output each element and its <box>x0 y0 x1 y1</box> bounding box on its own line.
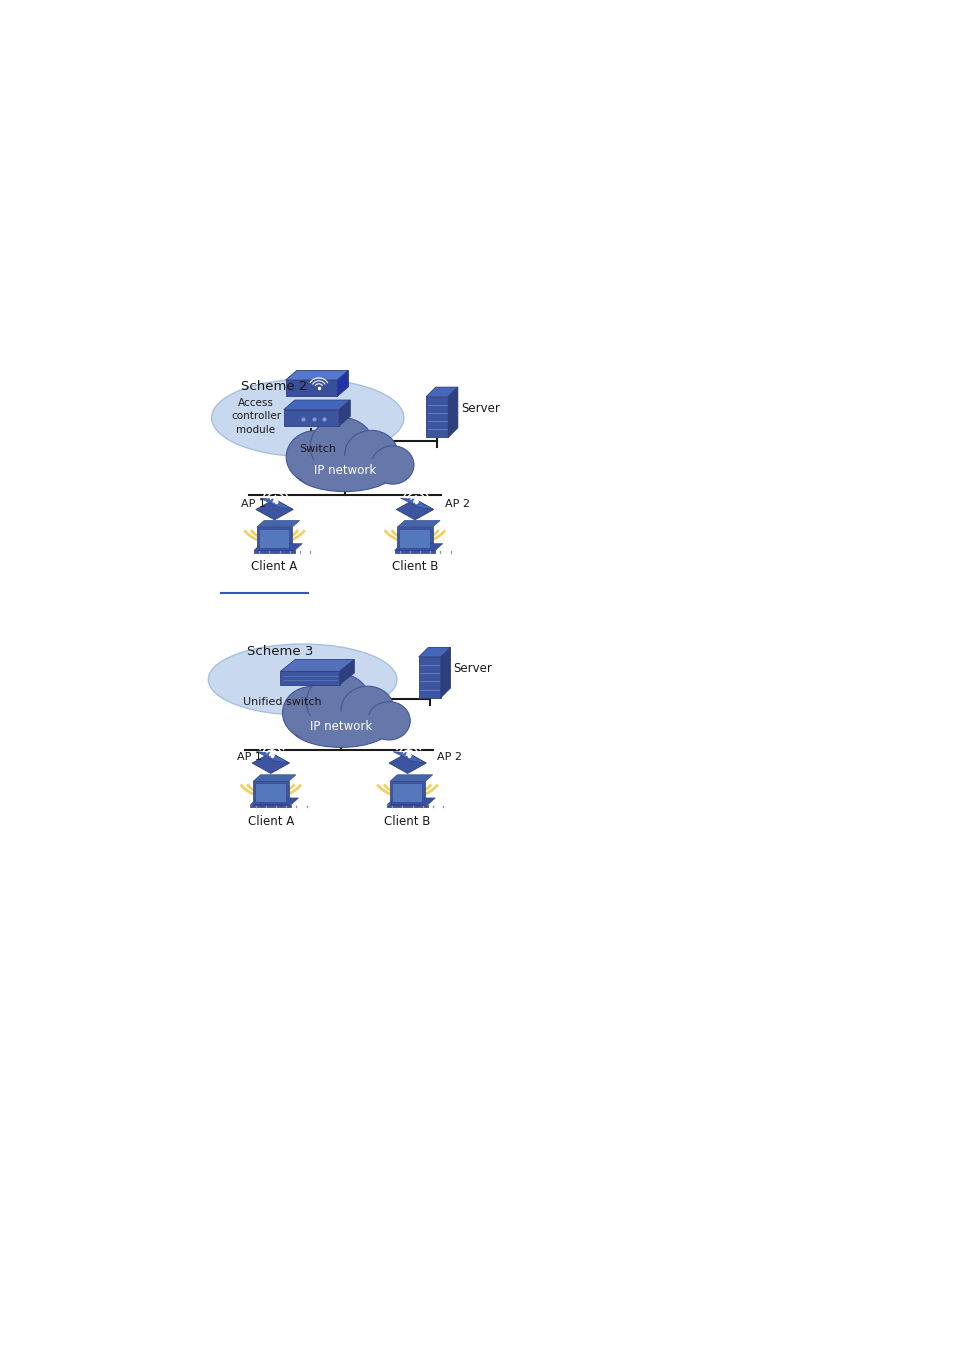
Polygon shape <box>253 551 294 554</box>
Polygon shape <box>413 495 418 502</box>
Polygon shape <box>269 748 274 756</box>
Polygon shape <box>396 520 439 526</box>
Polygon shape <box>337 370 348 397</box>
Polygon shape <box>255 784 285 802</box>
Ellipse shape <box>371 446 414 485</box>
Polygon shape <box>250 798 298 805</box>
Polygon shape <box>405 748 411 756</box>
Polygon shape <box>259 531 289 548</box>
Text: Access
controller
module: Access controller module <box>231 398 281 435</box>
Text: Server: Server <box>453 662 492 675</box>
Ellipse shape <box>294 450 395 491</box>
Polygon shape <box>250 805 291 807</box>
Ellipse shape <box>208 644 396 716</box>
Text: Server: Server <box>460 402 499 414</box>
Polygon shape <box>256 520 299 526</box>
Text: Switch: Switch <box>298 444 335 455</box>
Text: Client B: Client B <box>384 815 431 828</box>
Polygon shape <box>256 752 289 763</box>
Ellipse shape <box>367 702 410 740</box>
Ellipse shape <box>294 711 387 747</box>
Ellipse shape <box>212 379 403 456</box>
Polygon shape <box>387 805 428 807</box>
Polygon shape <box>418 657 440 698</box>
Polygon shape <box>390 782 425 805</box>
Polygon shape <box>339 660 354 684</box>
Ellipse shape <box>286 431 344 483</box>
Polygon shape <box>400 531 429 548</box>
Polygon shape <box>255 500 293 520</box>
Polygon shape <box>426 397 448 437</box>
Polygon shape <box>389 753 426 774</box>
Text: IP network: IP network <box>314 464 375 477</box>
Polygon shape <box>426 387 457 397</box>
Ellipse shape <box>306 674 370 730</box>
Text: Scheme 2: Scheme 2 <box>241 381 307 393</box>
Ellipse shape <box>298 456 391 490</box>
Polygon shape <box>396 526 433 551</box>
Polygon shape <box>253 775 295 782</box>
Text: Unified switch: Unified switch <box>242 698 321 707</box>
Polygon shape <box>253 782 288 805</box>
Text: AP 2: AP 2 <box>436 752 461 763</box>
Polygon shape <box>252 753 289 774</box>
Polygon shape <box>395 551 435 554</box>
Text: IP network: IP network <box>310 720 372 733</box>
Polygon shape <box>253 544 302 551</box>
Polygon shape <box>418 648 450 657</box>
Polygon shape <box>283 409 339 427</box>
Text: Client B: Client B <box>392 560 437 574</box>
Polygon shape <box>256 526 292 551</box>
Polygon shape <box>393 784 422 802</box>
Ellipse shape <box>341 686 394 734</box>
Polygon shape <box>280 660 354 671</box>
Ellipse shape <box>310 417 374 475</box>
Ellipse shape <box>282 686 341 740</box>
Polygon shape <box>339 400 350 427</box>
Ellipse shape <box>290 705 392 748</box>
Polygon shape <box>260 498 293 509</box>
Polygon shape <box>285 370 348 381</box>
Polygon shape <box>395 500 434 520</box>
Text: AP 1: AP 1 <box>240 498 265 509</box>
Polygon shape <box>390 775 433 782</box>
Polygon shape <box>393 752 426 763</box>
Polygon shape <box>448 387 457 437</box>
Polygon shape <box>387 798 435 805</box>
Polygon shape <box>400 498 434 509</box>
Polygon shape <box>280 671 339 684</box>
Text: Client A: Client A <box>252 560 297 574</box>
Ellipse shape <box>344 431 397 478</box>
Polygon shape <box>440 648 450 698</box>
Polygon shape <box>283 400 350 409</box>
Text: AP 2: AP 2 <box>444 498 469 509</box>
Text: AP 1: AP 1 <box>237 752 262 763</box>
Polygon shape <box>273 495 278 502</box>
Text: Scheme 3: Scheme 3 <box>247 645 314 657</box>
Polygon shape <box>395 544 442 551</box>
Polygon shape <box>285 381 337 397</box>
Text: Client A: Client A <box>248 815 294 828</box>
